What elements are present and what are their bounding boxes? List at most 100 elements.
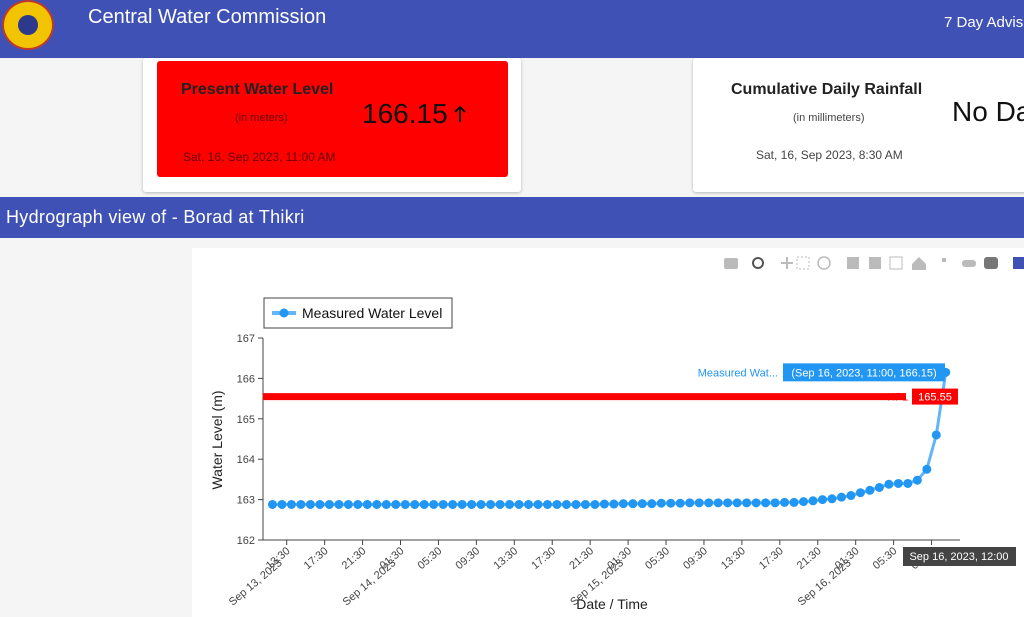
tool-reset[interactable] xyxy=(912,257,926,270)
header-title: Central Water Commission xyxy=(88,6,327,28)
data-point xyxy=(893,478,903,488)
y-tick-label: 163 xyxy=(237,495,255,507)
data-point xyxy=(353,499,363,509)
card-unit: (in millimeters) xyxy=(793,112,865,124)
data-point xyxy=(742,498,752,508)
data-point xyxy=(694,498,704,508)
data-point xyxy=(467,499,477,509)
data-point xyxy=(618,499,628,509)
data-point xyxy=(429,499,439,509)
data-point xyxy=(628,499,638,509)
card-time: Sat, 16, Sep 2023, 11:00 AM xyxy=(183,150,336,164)
card-value: 166.15 xyxy=(362,98,448,129)
hover-x-box xyxy=(903,547,1016,566)
tool-zoom[interactable] xyxy=(752,257,764,269)
tool-pan[interactable] xyxy=(781,257,793,269)
data-point xyxy=(780,497,790,507)
tool-hover-closest[interactable] xyxy=(962,260,976,267)
data-point xyxy=(410,499,420,509)
hover-text: (Sep 16, 2023, 11:00, 166.15) xyxy=(791,367,936,379)
x-axis-title: Date / Time xyxy=(576,596,648,612)
hover-box xyxy=(783,363,945,382)
rise-arrow xyxy=(454,105,466,122)
y-tick-label: 167 xyxy=(237,333,255,345)
data-point xyxy=(514,499,524,509)
data-point xyxy=(732,498,742,508)
data-point xyxy=(438,499,448,509)
data-point xyxy=(400,499,410,509)
data-point xyxy=(476,499,486,509)
hover-series: Measured Wat... xyxy=(698,367,778,379)
tool-hover-compare[interactable] xyxy=(984,257,998,269)
tool-logo[interactable] xyxy=(1013,257,1024,269)
data-point xyxy=(542,499,552,509)
legend-label: Measured Water Level xyxy=(302,305,442,321)
data-point xyxy=(277,499,287,509)
alert-box: Present Water Level (in meters) 166.15 S… xyxy=(157,61,508,177)
data-point xyxy=(599,499,609,509)
data-point xyxy=(305,499,315,509)
data-point xyxy=(874,482,884,492)
card-unit: (in meters) xyxy=(235,112,288,124)
data-point xyxy=(580,499,590,509)
data-point xyxy=(448,499,458,509)
data-point xyxy=(836,492,846,502)
data-point xyxy=(315,499,325,509)
hfl-value: 165.55 xyxy=(918,392,952,404)
data-point xyxy=(637,499,647,509)
data-point xyxy=(817,495,827,505)
tool-lasso[interactable] xyxy=(817,256,831,270)
data-point xyxy=(903,478,913,488)
data-point xyxy=(855,488,865,498)
data-point xyxy=(865,485,875,495)
data-point xyxy=(713,498,723,508)
card-title: Present Water Level xyxy=(181,81,334,98)
tool-select[interactable] xyxy=(796,256,810,270)
data-point xyxy=(533,499,543,509)
data-point xyxy=(656,498,666,508)
data-point xyxy=(723,498,733,508)
y-axis-title: Water Level (m) xyxy=(209,390,225,489)
nav-link[interactable]: 7 Day Advis xyxy=(944,14,1024,31)
y-tick-label: 162 xyxy=(237,535,255,547)
card: Cumulative Daily Rainfall (in millimeter… xyxy=(693,58,1024,192)
data-point xyxy=(808,496,818,506)
data-point xyxy=(324,499,334,509)
data-point xyxy=(524,499,534,509)
data-point xyxy=(789,497,799,507)
data-point xyxy=(931,430,941,440)
data-point xyxy=(799,497,809,507)
card-title: Cumulative Daily Rainfall xyxy=(731,81,923,98)
data-point xyxy=(704,498,714,508)
data-point xyxy=(609,499,619,509)
data-point xyxy=(267,499,277,509)
data-point xyxy=(912,475,922,485)
y-tick-label: 166 xyxy=(237,373,255,385)
data-point xyxy=(761,498,771,508)
tool-camera[interactable] xyxy=(724,258,738,269)
data-point xyxy=(381,499,391,509)
data-point xyxy=(495,499,505,509)
data-point xyxy=(296,499,306,509)
tool-spike[interactable] xyxy=(942,258,946,262)
tool-zoom-in[interactable] xyxy=(847,257,859,269)
data-point xyxy=(827,494,837,504)
data-point xyxy=(685,498,695,508)
logo xyxy=(2,0,54,50)
data-point xyxy=(419,499,429,509)
tool-zoom-out[interactable] xyxy=(869,257,881,269)
y-tick-label: 164 xyxy=(237,454,255,466)
card-time: Sat, 16, Sep 2023, 8:30 AM xyxy=(756,148,903,162)
card-value: No Da xyxy=(952,96,1024,127)
header: Central Water Commission 7 Day Advis xyxy=(0,0,1024,58)
data-point xyxy=(751,498,761,508)
hfl-value-box xyxy=(912,388,958,405)
tool-autoscale[interactable] xyxy=(889,256,903,270)
data-point xyxy=(561,499,571,509)
data-point xyxy=(343,499,353,509)
card: Present Water Level (in meters) 166.15 S… xyxy=(143,58,521,192)
data-point xyxy=(571,499,581,509)
